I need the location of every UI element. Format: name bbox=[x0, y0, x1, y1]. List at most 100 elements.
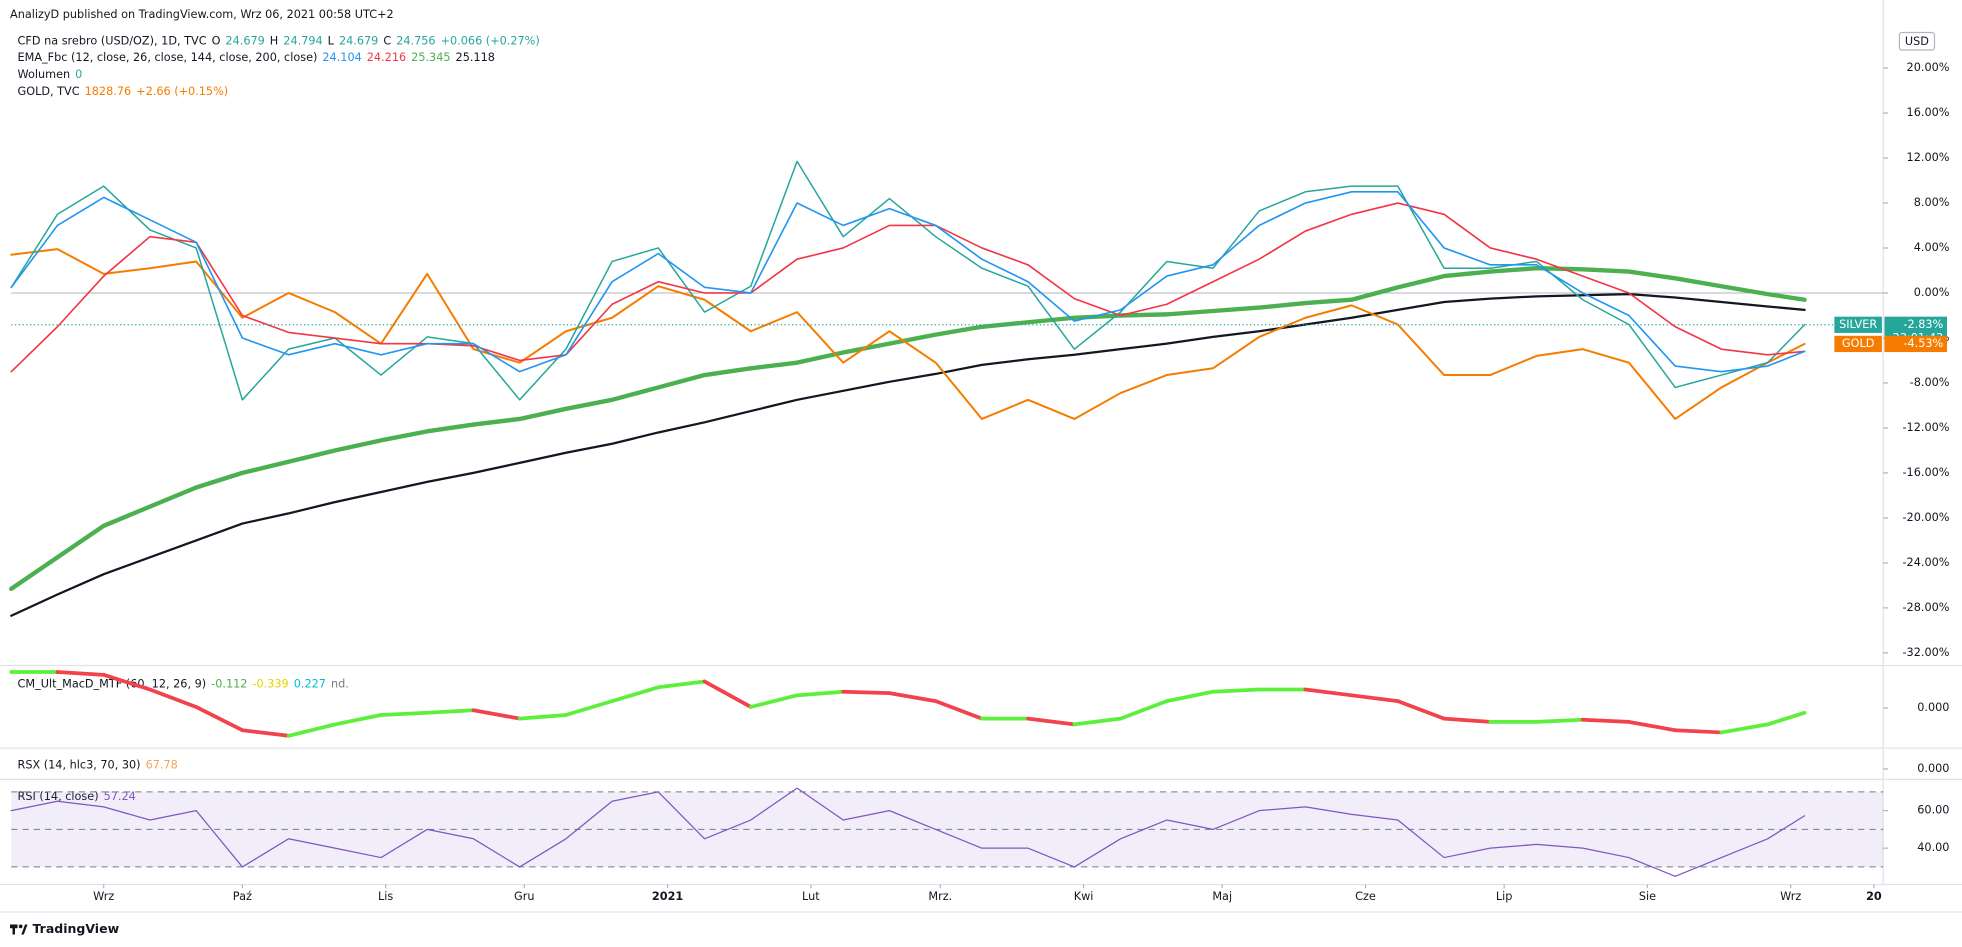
legend-item: 24.756 bbox=[396, 34, 435, 47]
macd-segment bbox=[1349, 693, 1400, 704]
x-tick-label: Gru bbox=[514, 890, 534, 903]
x-tick-label: 2021 bbox=[652, 890, 683, 903]
y-tick-label: 20.00% bbox=[1907, 61, 1950, 74]
macd-segment bbox=[1211, 687, 1262, 694]
x-tick-label: Mrz. bbox=[928, 890, 952, 903]
currency-box[interactable] bbox=[1898, 31, 1936, 51]
x-tick-label: Paź bbox=[233, 890, 252, 903]
brand-logo bbox=[10, 924, 28, 935]
legend-item: CFD na srebro (USD/OZ), 1D, TVC bbox=[18, 34, 207, 47]
indicator-line bbox=[10, 787, 1806, 877]
price-tag-value: -4.53% bbox=[1903, 337, 1943, 350]
legend-item: 0 bbox=[75, 68, 82, 81]
series-line bbox=[9, 266, 1807, 592]
legend-item: -0.339 bbox=[252, 677, 288, 690]
macd-segment bbox=[841, 689, 892, 695]
legend-row: RSI (14, close) 57.24 bbox=[18, 790, 136, 803]
y-tick-label: -20.00% bbox=[1903, 511, 1950, 524]
legend-item: 24.679 bbox=[225, 34, 264, 47]
x-tick-label: Cze bbox=[1355, 890, 1376, 903]
y-tick-label: 16.00% bbox=[1907, 106, 1950, 119]
legend-item: H bbox=[270, 34, 278, 47]
series-tag-name: SILVER bbox=[1839, 318, 1877, 331]
macd-segment bbox=[610, 685, 661, 704]
y-tick-label: -32.00% bbox=[1903, 646, 1950, 659]
macd-segment bbox=[933, 699, 984, 721]
macd-segment bbox=[471, 708, 522, 721]
y-tick-label: 4.00% bbox=[1914, 241, 1950, 254]
legend-item: EMA_Fbc (12, close, 26, close, 144, clos… bbox=[18, 51, 318, 64]
macd-segment bbox=[1719, 722, 1770, 735]
publish-info: AnalizyD published on TradingView.com, W… bbox=[10, 8, 394, 21]
macd-segment bbox=[564, 699, 614, 717]
brand[interactable]: TradingView bbox=[33, 921, 120, 936]
macd-segment bbox=[1765, 710, 1807, 727]
legend-item: 67.78 bbox=[146, 759, 178, 772]
legend-item: L bbox=[328, 34, 335, 47]
series-tag bbox=[1834, 316, 1882, 333]
price-tag-value: -2.83% bbox=[1903, 318, 1943, 331]
legend-item: 57.24 bbox=[104, 790, 136, 803]
legend-item: GOLD, TVC bbox=[18, 85, 80, 98]
legend-row: EMA_Fbc (12, close, 26, close, 144, clos… bbox=[18, 51, 495, 64]
macd-segment bbox=[286, 722, 337, 738]
macd-segment bbox=[1442, 716, 1493, 724]
y-tick-label: 12.00% bbox=[1907, 151, 1950, 164]
series-line bbox=[10, 190, 1806, 373]
macd-segment bbox=[1164, 689, 1215, 704]
x-tick-label: Lis bbox=[378, 890, 393, 903]
legend-item: Wolumen bbox=[18, 68, 71, 81]
macd-segment bbox=[1673, 728, 1724, 735]
legend-item: nd. bbox=[331, 677, 349, 690]
legend-item: 24.679 bbox=[339, 34, 378, 47]
y-tick-label: 40.00 bbox=[1917, 841, 1949, 854]
y-tick-label: -24.00% bbox=[1903, 556, 1950, 569]
macd-segment bbox=[887, 691, 938, 704]
legend-item: 25.345 bbox=[411, 51, 450, 64]
legend-item: +2.66 (+0.15%) bbox=[136, 85, 228, 98]
currency: USD bbox=[1905, 35, 1929, 48]
legend-item: CM_Ult_MacD_MTF (60, 12, 26, 9) bbox=[18, 677, 207, 690]
legend-row: CM_Ult_MacD_MTF (60, 12, 26, 9) -0.112 -0.… bbox=[18, 677, 349, 690]
macd-segment bbox=[795, 689, 846, 698]
x-tick-label: Wrz bbox=[1780, 890, 1801, 903]
macd-segment bbox=[748, 693, 799, 709]
legend-item: +0.066 (+0.27%) bbox=[441, 34, 540, 47]
legend-item: O bbox=[212, 34, 221, 47]
series-tag bbox=[1834, 335, 1882, 353]
x-tick-label: Maj bbox=[1212, 890, 1232, 903]
macd-segment bbox=[1303, 687, 1354, 698]
y-tick-label: 0.000 bbox=[1917, 701, 1949, 714]
macd-segment bbox=[1026, 716, 1077, 727]
legend-item: RSI (14, close) bbox=[18, 790, 99, 803]
macd-segment bbox=[1395, 699, 1446, 721]
legend-item: C bbox=[383, 34, 391, 47]
macd-segment bbox=[194, 705, 245, 733]
y-tick-label: -8.00% bbox=[1910, 376, 1950, 389]
macd-segment bbox=[1072, 716, 1123, 727]
macd-segment bbox=[240, 728, 291, 738]
y-tick-label: 0.00% bbox=[1914, 286, 1950, 299]
y-tick-label: 8.00% bbox=[1914, 196, 1950, 209]
macd-segment bbox=[101, 672, 152, 692]
macd-segment bbox=[425, 708, 476, 715]
macd-segment bbox=[379, 710, 430, 717]
y-tick-label: -12.00% bbox=[1903, 421, 1950, 434]
price-tag bbox=[1884, 335, 1947, 353]
legend-item: 0.227 bbox=[294, 677, 326, 690]
legend-item: RSX (14, hlc3, 70, 30) bbox=[18, 759, 141, 772]
macd-segment bbox=[656, 679, 707, 690]
x-tick-label: Sie bbox=[1639, 890, 1656, 903]
macd-segment bbox=[1118, 699, 1169, 721]
legend-row: RSX (14, hlc3, 70, 30) 67.78 bbox=[18, 759, 178, 772]
macd-segment bbox=[702, 679, 753, 709]
macd-segment bbox=[1580, 717, 1631, 724]
macd-segment bbox=[148, 687, 199, 709]
x-tick-label: Lut bbox=[802, 890, 820, 903]
legend-item: 1828.76 bbox=[85, 85, 132, 98]
series-tag-name: GOLD bbox=[1842, 337, 1875, 350]
legend-item: 24.216 bbox=[367, 51, 406, 64]
